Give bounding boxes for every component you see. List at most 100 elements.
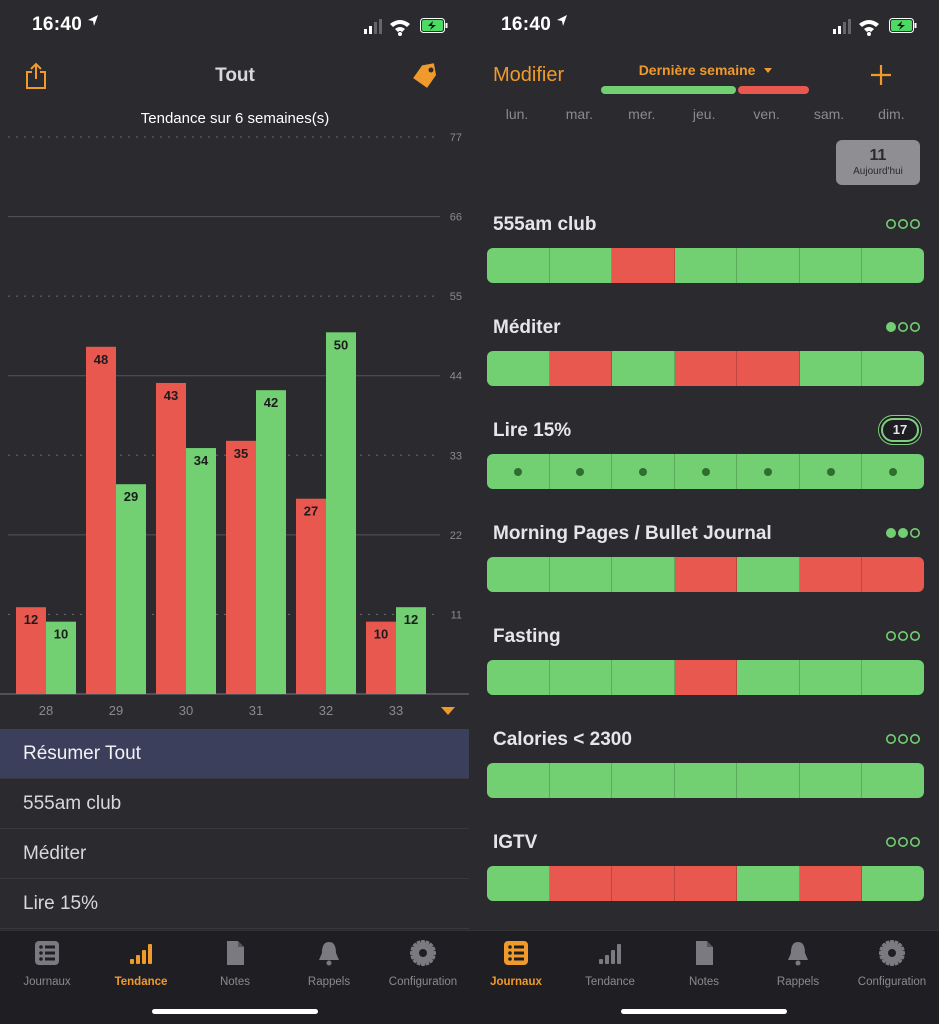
day-cell-done[interactable] bbox=[612, 351, 675, 386]
tab-rappels[interactable]: Rappels bbox=[282, 939, 376, 988]
tab-configuration[interactable]: Configuration bbox=[845, 939, 939, 988]
day-cell-done[interactable] bbox=[549, 557, 613, 592]
day-cell-done[interactable] bbox=[799, 763, 863, 798]
chart-bar bbox=[326, 332, 356, 694]
day-cell-done[interactable] bbox=[549, 660, 613, 695]
day-cell-missed[interactable] bbox=[674, 351, 738, 386]
day-cell-done[interactable] bbox=[799, 660, 863, 695]
day-cell-done[interactable] bbox=[862, 454, 924, 489]
day-cell-missed[interactable] bbox=[612, 248, 675, 283]
battery-icon bbox=[420, 18, 448, 33]
day-cell-done[interactable] bbox=[737, 248, 800, 283]
day-cell-done[interactable] bbox=[737, 763, 800, 798]
day-cell-done[interactable] bbox=[487, 660, 550, 695]
day-cell-done[interactable] bbox=[674, 248, 738, 283]
trend-bar-chart: 77 66 55 44 33 22 11 12 10 28 48 29 29 43 34 30 35 42 31 27… bbox=[0, 132, 470, 718]
day-cell-done[interactable] bbox=[612, 557, 675, 592]
day-cell-done[interactable] bbox=[862, 248, 924, 283]
day-cell-missed[interactable] bbox=[862, 557, 924, 592]
tab-label: Configuration bbox=[388, 976, 458, 988]
day-cell-missed[interactable] bbox=[674, 660, 738, 695]
y-tick-label: 33 bbox=[450, 450, 462, 462]
day-cell-done[interactable] bbox=[487, 454, 550, 489]
day-cell-missed[interactable] bbox=[799, 866, 863, 901]
day-cell-done[interactable] bbox=[674, 454, 738, 489]
y-tick-label: 22 bbox=[450, 530, 462, 542]
day-cell-missed[interactable] bbox=[549, 866, 613, 901]
tab-tendance[interactable]: Tendance bbox=[94, 939, 188, 988]
location-arrow-icon bbox=[88, 15, 98, 26]
day-cell-done[interactable] bbox=[487, 351, 550, 386]
habit-row[interactable]: Lire 15% 17 bbox=[469, 418, 939, 523]
day-cell-done[interactable] bbox=[737, 557, 800, 592]
y-tick-label: 44 bbox=[450, 371, 462, 383]
tab-journaux[interactable]: Journaux bbox=[469, 939, 563, 988]
habit-name: 555am club bbox=[493, 214, 597, 235]
day-cell-done[interactable] bbox=[737, 866, 800, 901]
share-icon[interactable] bbox=[24, 62, 48, 90]
tab-bar: Journaux Tendance Notes Rappels Configuratio… bbox=[469, 930, 939, 1024]
bar-value-label: 10 bbox=[54, 627, 68, 642]
day-cell-done[interactable] bbox=[487, 763, 550, 798]
day-cell-missed[interactable] bbox=[674, 557, 738, 592]
tab-label: Journaux bbox=[23, 976, 71, 988]
plus-icon[interactable] bbox=[869, 63, 893, 87]
weekday-label: ven. bbox=[753, 106, 780, 122]
day-cell-missed[interactable] bbox=[612, 866, 675, 901]
day-cell-done[interactable] bbox=[737, 454, 800, 489]
day-cell-done[interactable] bbox=[862, 866, 924, 901]
x-tick-label: 28 bbox=[39, 703, 53, 718]
day-cell-done[interactable] bbox=[799, 351, 863, 386]
list-item-555am-club[interactable]: 555am club bbox=[0, 779, 470, 829]
bar-value-label: 35 bbox=[234, 446, 248, 461]
tab-journaux[interactable]: Journaux bbox=[0, 939, 94, 988]
day-cell-done[interactable] bbox=[612, 660, 675, 695]
habit-row[interactable]: IGTV bbox=[469, 832, 939, 935]
list-item-mediter[interactable]: Méditer bbox=[0, 829, 470, 879]
habit-row[interactable]: Méditer bbox=[469, 317, 939, 420]
day-cell-done[interactable] bbox=[799, 454, 863, 489]
tab-notes[interactable]: Notes bbox=[188, 939, 282, 988]
list-item-summary-all[interactable]: Résumer Tout bbox=[0, 729, 470, 779]
edit-button[interactable]: Modifier bbox=[493, 64, 565, 86]
day-cell-done[interactable] bbox=[799, 248, 863, 283]
day-cell-done[interactable] bbox=[862, 660, 924, 695]
day-cell-done[interactable] bbox=[674, 763, 738, 798]
streak-dots-icon bbox=[886, 322, 920, 332]
week-selector[interactable]: Dernière semaine bbox=[601, 62, 811, 78]
habit-summary-list: Résumer Tout 555am club Méditer Lire 15% bbox=[0, 729, 470, 929]
day-cell-done[interactable] bbox=[862, 351, 924, 386]
tab-notes[interactable]: Notes bbox=[657, 939, 751, 988]
x-tick-label: 31 bbox=[249, 703, 263, 718]
day-cell-done[interactable] bbox=[487, 866, 550, 901]
day-cell-missed[interactable] bbox=[674, 866, 738, 901]
day-cell-done[interactable] bbox=[612, 763, 675, 798]
habit-row[interactable]: 555am club bbox=[469, 214, 939, 317]
weekday-label: mar. bbox=[565, 106, 593, 122]
habit-row[interactable]: Morning Pages / Bullet Journal bbox=[469, 523, 939, 626]
day-cell-done[interactable] bbox=[549, 454, 613, 489]
tag-icon[interactable] bbox=[410, 62, 440, 88]
tab-tendance[interactable]: Tendance bbox=[563, 939, 657, 988]
status-time: 16:40 bbox=[32, 14, 83, 35]
tab-label: Journaux bbox=[490, 976, 542, 988]
today-button[interactable]: 11 Aujourd'hui bbox=[836, 140, 920, 185]
week-dropdown-icon[interactable] bbox=[440, 706, 456, 716]
list-item-lire[interactable]: Lire 15% bbox=[0, 879, 470, 929]
habit-row[interactable]: Calories < 2300 bbox=[469, 729, 939, 832]
day-cell-done[interactable] bbox=[487, 557, 550, 592]
tab-rappels[interactable]: Rappels bbox=[751, 939, 845, 988]
habit-row[interactable]: Fasting bbox=[469, 626, 939, 729]
signal-icon bbox=[364, 19, 382, 34]
day-cell-missed[interactable] bbox=[799, 557, 863, 592]
day-cell-done[interactable] bbox=[612, 454, 675, 489]
day-cell-done[interactable] bbox=[487, 248, 550, 283]
day-cell-done[interactable] bbox=[737, 660, 800, 695]
day-cell-missed[interactable] bbox=[549, 351, 613, 386]
tab-configuration[interactable]: Configuration bbox=[376, 939, 470, 988]
day-cell-done[interactable] bbox=[549, 248, 613, 283]
day-cell-missed[interactable] bbox=[737, 351, 800, 386]
habit-week-cells bbox=[487, 248, 924, 283]
day-cell-done[interactable] bbox=[862, 763, 924, 798]
day-cell-done[interactable] bbox=[549, 763, 613, 798]
